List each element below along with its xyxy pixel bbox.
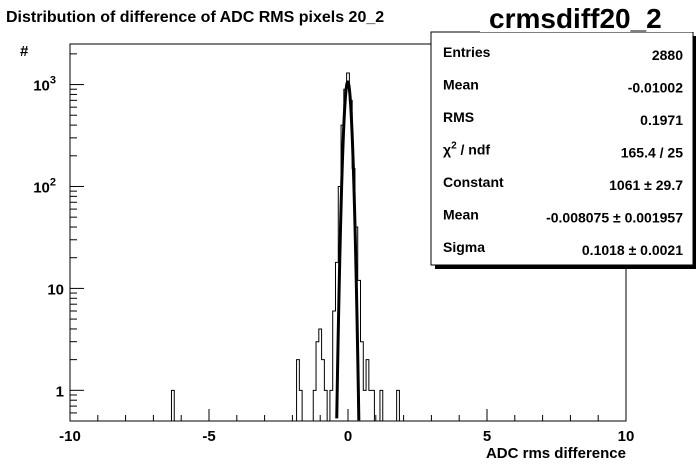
stats-label: Constant: [443, 174, 504, 190]
gaussian-fit: [335, 80, 361, 421]
histogram-series: [70, 72, 626, 422]
stats-box-panel: [430, 31, 694, 266]
stats-value: 0.1971: [640, 112, 683, 128]
stats-label: Mean: [443, 207, 479, 223]
x-axis-label: ADC rms difference: [486, 445, 626, 462]
stats-label: Sigma: [443, 239, 485, 255]
histogram-name-bg: [480, 0, 695, 32]
stats-value: 165.4 / 25: [621, 145, 683, 161]
y-tick-label: 102: [33, 176, 56, 196]
stats-label: Entries: [443, 44, 491, 60]
fit-curve: [335, 80, 361, 421]
histogram-outline: [70, 72, 626, 422]
x-tick-label: 10: [618, 428, 635, 445]
stats-label: χ2 / ndf: [443, 141, 490, 158]
axis-ticks: -10 -5 0 5 10 1 10 102 103: [33, 53, 635, 445]
chart-title: Distribution of difference of ADC RMS pi…: [6, 9, 384, 26]
stats-value: 2880: [652, 47, 683, 63]
x-tick-label: -5: [202, 428, 215, 445]
histogram-name-box: crmsdiff20_2: [480, 0, 695, 34]
y-tick-label: 103: [33, 75, 56, 95]
stats-value: 1061 ± 29.7: [609, 177, 683, 193]
x-tick-label: -10: [59, 428, 81, 445]
y-tick-label: 10: [47, 281, 64, 298]
y-tick-label: 1: [56, 383, 64, 400]
stats-value: -0.008075 ± 0.001957: [546, 210, 683, 226]
stats-label: Mean: [443, 77, 479, 93]
stats-label: RMS: [443, 109, 474, 125]
stats-value: 0.1018 ± 0.0021: [582, 242, 683, 258]
x-tick-label: 5: [483, 428, 491, 445]
stats-box: Entries 2880 Mean -0.01002 RMS 0.1971 χ2 / ndf…: [430, 31, 696, 269]
title-box: Distribution of difference of ADC RMS pi…: [6, 9, 384, 26]
x-tick-label: 0: [344, 428, 352, 445]
y-axis-label: #: [20, 43, 29, 60]
stats-value: -0.01002: [628, 80, 683, 96]
histogram-name: crmsdiff20_2: [489, 3, 662, 34]
